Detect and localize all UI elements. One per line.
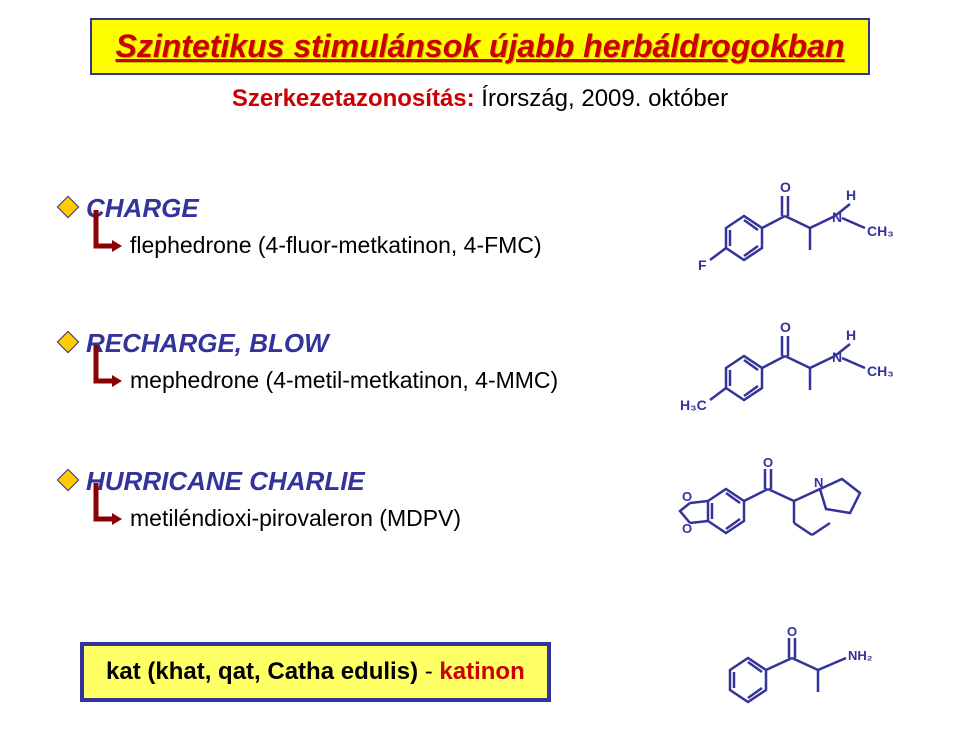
group-sub-text: flephedrone (4-fluor-metkatinon, 4-FMC) <box>130 232 542 258</box>
label-nh2: NH₂ <box>848 648 873 663</box>
group-recharge: RECHARGE, BLOW mephedrone (4-metil-metka… <box>60 328 558 394</box>
label-h3c: H₃C <box>680 397 707 413</box>
label-o: O <box>787 624 797 639</box>
molecule-cathinon: O NH₂ <box>700 622 920 712</box>
title-box: Szintetikus stimulánsok újabb herbáldrog… <box>90 18 870 75</box>
label-o: O <box>763 455 773 470</box>
molecule-mephedrone: H₃C O H N CH₃ <box>670 318 930 418</box>
subtitle-label: Szerkezetazonosítás: <box>232 85 475 112</box>
subtitle-rest: Írország, 2009. október <box>475 85 728 112</box>
label-h: H <box>846 187 856 203</box>
group-title-charge: CHARGE <box>60 193 542 224</box>
label-o: O <box>682 521 692 536</box>
kat-label: kat (khat, qat, Catha edulis) <box>106 658 418 685</box>
label-n: N <box>832 349 842 365</box>
label-ch3: CH₃ <box>867 223 894 239</box>
label-h: H <box>846 327 856 343</box>
arrow-icon <box>90 206 126 262</box>
group-title-text: HURRICANE CHARLIE <box>86 466 365 496</box>
group-hurricane: HURRICANE CHARLIE metiléndioxi-pirovaler… <box>60 466 461 532</box>
label-o: O <box>780 319 791 335</box>
diamond-icon <box>57 469 80 492</box>
label-n: N <box>832 209 842 225</box>
group-sub-charge: flephedrone (4-fluor-metkatinon, 4-FMC) <box>60 232 542 259</box>
slide-title: Szintetikus stimulánsok újabb herbáldrog… <box>116 28 845 64</box>
diamond-icon <box>57 331 80 354</box>
kat-dash: - <box>418 658 439 685</box>
subtitle: Szerkezetazonosítás: Írország, 2009. okt… <box>0 85 960 113</box>
group-title-recharge: RECHARGE, BLOW <box>60 328 558 359</box>
group-charge: CHARGE flephedrone (4-fluor-metkatinon, … <box>60 193 542 259</box>
label-ch3: CH₃ <box>867 363 894 379</box>
group-sub-recharge: mephedrone (4-metil-metkatinon, 4-MMC) <box>60 367 558 394</box>
kat-box: kat (khat, qat, Catha edulis) - katinon <box>80 642 551 702</box>
molecule-flephedrone: F O H N CH₃ <box>670 178 930 278</box>
group-sub-text: metiléndioxi-pirovaleron (MDPV) <box>130 505 461 531</box>
molecule-mdpv: O O O N <box>650 453 930 563</box>
label-n: N <box>814 475 823 490</box>
arrow-icon <box>90 479 126 535</box>
group-sub-text: mephedrone (4-metil-metkatinon, 4-MMC) <box>130 367 558 393</box>
label-f: F <box>698 257 707 273</box>
label-o: O <box>780 179 791 195</box>
arrow-icon <box>90 341 126 397</box>
label-o: O <box>682 489 692 504</box>
group-sub-hurricane: metiléndioxi-pirovaleron (MDPV) <box>60 505 461 532</box>
kat-katinon: katinon <box>439 658 524 685</box>
diamond-icon <box>57 196 80 219</box>
